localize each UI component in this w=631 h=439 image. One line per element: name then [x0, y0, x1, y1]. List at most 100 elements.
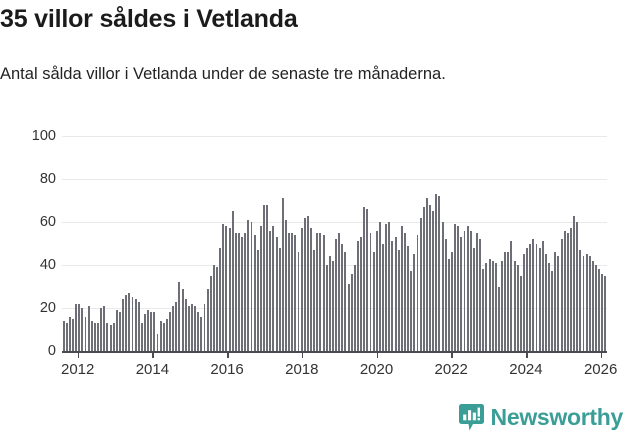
- bar[interactable]: [595, 265, 597, 351]
- bar[interactable]: [419, 217, 422, 351]
- bar[interactable]: [363, 206, 366, 351]
- bar[interactable]: [372, 252, 375, 351]
- bar[interactable]: [529, 243, 532, 351]
- bar[interactable]: [197, 312, 200, 351]
- bar[interactable]: [241, 237, 244, 351]
- bar[interactable]: [491, 260, 494, 351]
- bar[interactable]: [169, 312, 172, 351]
- bar[interactable]: [222, 224, 225, 351]
- bar[interactable]: [137, 301, 140, 351]
- bar[interactable]: [231, 211, 234, 351]
- bar[interactable]: [294, 234, 297, 351]
- bar[interactable]: [526, 247, 529, 351]
- bar[interactable]: [566, 232, 569, 351]
- bar[interactable]: [378, 222, 381, 351]
- bar[interactable]: [319, 232, 322, 351]
- bar[interactable]: [178, 282, 181, 351]
- bar[interactable]: [275, 237, 278, 351]
- bar[interactable]: [259, 226, 262, 351]
- bar[interactable]: [68, 316, 71, 351]
- bar[interactable]: [212, 265, 215, 351]
- bar[interactable]: [457, 226, 460, 351]
- bar[interactable]: [131, 297, 134, 351]
- bar[interactable]: [153, 312, 156, 351]
- bar[interactable]: [331, 260, 334, 351]
- bar[interactable]: [84, 316, 87, 351]
- bar[interactable]: [144, 314, 146, 351]
- bar[interactable]: [438, 196, 441, 351]
- bar[interactable]: [347, 284, 350, 351]
- bar[interactable]: [106, 323, 109, 351]
- bar[interactable]: [62, 320, 65, 351]
- bar[interactable]: [81, 308, 84, 351]
- bar[interactable]: [516, 265, 519, 351]
- bar[interactable]: [172, 305, 175, 351]
- bar[interactable]: [191, 303, 193, 351]
- bar[interactable]: [523, 254, 525, 351]
- bar[interactable]: [469, 230, 472, 351]
- bar[interactable]: [548, 262, 551, 351]
- bar[interactable]: [435, 194, 438, 351]
- bar[interactable]: [576, 222, 579, 351]
- bar[interactable]: [237, 232, 240, 351]
- bar[interactable]: [444, 239, 447, 351]
- bar[interactable]: [535, 243, 538, 351]
- bar[interactable]: [65, 323, 68, 351]
- bar[interactable]: [322, 234, 325, 351]
- bar[interactable]: [585, 254, 588, 351]
- bar[interactable]: [75, 303, 78, 351]
- bar[interactable]: [425, 198, 428, 351]
- bar[interactable]: [284, 219, 287, 351]
- bar[interactable]: [450, 252, 453, 351]
- bar[interactable]: [90, 320, 93, 351]
- bar[interactable]: [485, 262, 488, 351]
- bar[interactable]: [416, 234, 419, 351]
- bar[interactable]: [316, 232, 319, 351]
- bar[interactable]: [541, 241, 544, 351]
- bar[interactable]: [175, 301, 178, 351]
- bar[interactable]: [297, 252, 300, 351]
- bar[interactable]: [413, 254, 416, 351]
- bar[interactable]: [203, 303, 206, 351]
- bar[interactable]: [513, 260, 516, 351]
- bar[interactable]: [447, 258, 450, 351]
- bar[interactable]: [482, 269, 485, 351]
- bar[interactable]: [601, 273, 604, 351]
- bar[interactable]: [369, 232, 372, 351]
- bar[interactable]: [510, 241, 513, 351]
- bar[interactable]: [266, 204, 269, 351]
- bar[interactable]: [366, 209, 369, 351]
- bar[interactable]: [441, 222, 444, 351]
- bar[interactable]: [463, 230, 466, 351]
- bar[interactable]: [488, 258, 491, 351]
- bar[interactable]: [234, 232, 237, 351]
- bar[interactable]: [563, 230, 566, 351]
- bar[interactable]: [118, 312, 121, 351]
- bar[interactable]: [156, 333, 159, 351]
- bar[interactable]: [588, 256, 591, 351]
- bar[interactable]: [247, 219, 250, 351]
- bar[interactable]: [278, 247, 281, 351]
- bar[interactable]: [551, 271, 554, 351]
- bar[interactable]: [341, 243, 344, 351]
- bar[interactable]: [200, 316, 203, 351]
- bar[interactable]: [115, 310, 118, 351]
- bar[interactable]: [570, 228, 572, 351]
- bar[interactable]: [140, 323, 143, 351]
- bar[interactable]: [557, 256, 560, 351]
- bar[interactable]: [560, 239, 563, 351]
- bar[interactable]: [391, 241, 394, 351]
- bar[interactable]: [432, 211, 435, 351]
- bar[interactable]: [112, 323, 115, 351]
- bar[interactable]: [360, 237, 363, 351]
- bar[interactable]: [385, 224, 388, 351]
- bar[interactable]: [184, 299, 187, 351]
- bar[interactable]: [532, 239, 535, 351]
- bar[interactable]: [497, 286, 500, 351]
- bar[interactable]: [544, 254, 547, 351]
- bar[interactable]: [579, 249, 582, 351]
- bar[interactable]: [554, 252, 557, 351]
- bar[interactable]: [410, 271, 413, 351]
- bar[interactable]: [504, 252, 507, 351]
- bar[interactable]: [134, 299, 137, 351]
